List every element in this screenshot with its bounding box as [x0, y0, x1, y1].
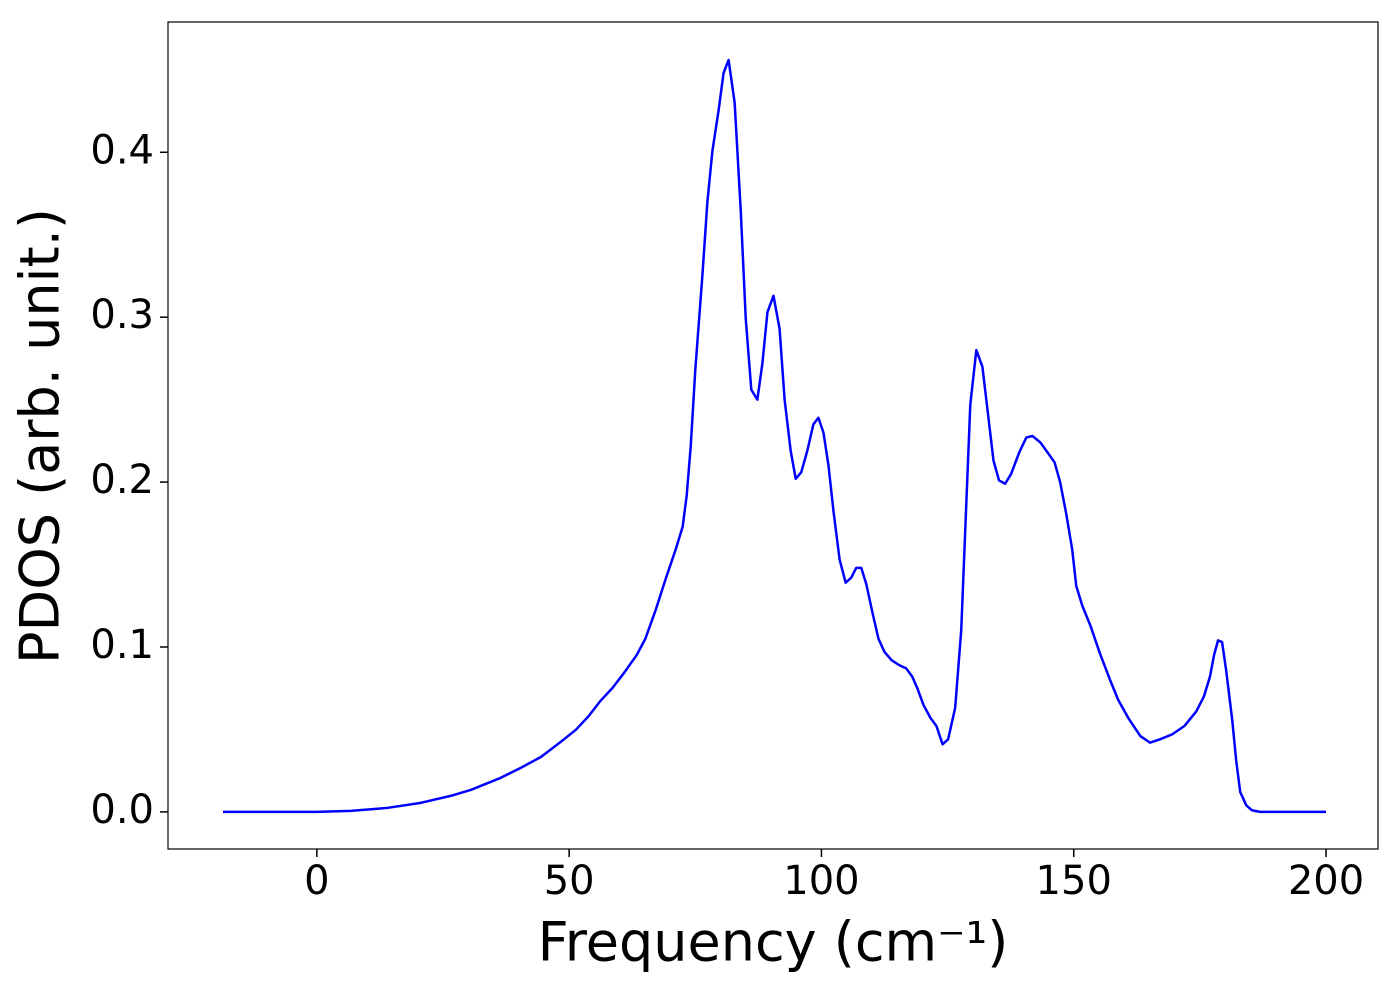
x-axis-label: Frequency (cm⁻¹)	[538, 911, 1009, 974]
x-tick-label: 0	[304, 858, 329, 904]
y-tick-label: 0.0	[90, 787, 154, 833]
x-tick-label: 50	[544, 858, 595, 904]
x-tick-label: 150	[1036, 858, 1112, 904]
plot-frame	[167, 21, 1379, 850]
y-tick-label: 0.3	[90, 292, 154, 338]
data-line	[223, 58, 1327, 814]
x-tick-label: 200	[1288, 858, 1364, 904]
x-tick-label: 100	[783, 858, 859, 904]
y-tick-label: 0.4	[90, 127, 154, 173]
y-axis-label: PDOS (arb. unit.)	[9, 208, 72, 664]
y-tick-label: 0.1	[90, 622, 154, 668]
y-tick-label: 0.2	[90, 457, 154, 503]
